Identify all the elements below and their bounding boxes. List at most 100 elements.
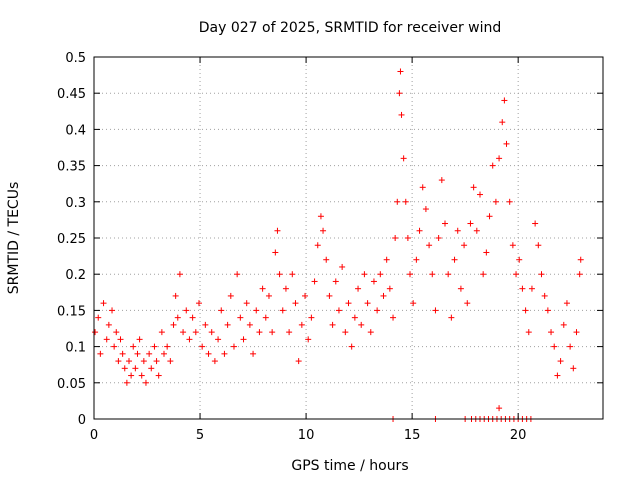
- data-point: [448, 314, 455, 321]
- data-point: [121, 365, 128, 372]
- x-tick-label: 20: [510, 428, 527, 443]
- data-point: [345, 300, 352, 307]
- x-tick-label: 0: [90, 428, 98, 443]
- data-point: [265, 292, 272, 299]
- data-point: [234, 271, 241, 278]
- data-point: [279, 307, 286, 314]
- data-point: [576, 271, 583, 278]
- data-point: [195, 300, 202, 307]
- data-point: [551, 343, 558, 350]
- x-tick-label: 5: [196, 428, 204, 443]
- data-point: [348, 343, 355, 350]
- data-point: [192, 329, 199, 336]
- data-point: [237, 314, 244, 321]
- data-point: [259, 285, 266, 292]
- data-point: [422, 206, 429, 213]
- data-point: [386, 285, 393, 292]
- data-point: [470, 184, 477, 191]
- data-point: [541, 292, 548, 299]
- data-point: [320, 227, 327, 234]
- data-point: [105, 321, 112, 328]
- data-point: [419, 184, 426, 191]
- data-point: [435, 235, 442, 241]
- data-point: [176, 271, 183, 278]
- data-point: [438, 177, 445, 184]
- y-tick-label: 0.4: [65, 123, 86, 138]
- data-point: [153, 358, 160, 365]
- data-point: [538, 271, 545, 278]
- data-point: [208, 329, 215, 336]
- data-point: [295, 358, 302, 365]
- data-point: [227, 292, 234, 299]
- data-point: [506, 198, 513, 205]
- data-point: [180, 329, 187, 336]
- y-tick-label: 0.15: [57, 304, 86, 319]
- data-point: [148, 365, 155, 372]
- data-point: [111, 343, 118, 350]
- data-point: [170, 321, 177, 328]
- data-point: [117, 336, 124, 343]
- y-tick-label: 0.35: [57, 160, 86, 175]
- data-point: [183, 307, 190, 314]
- data-point: [134, 350, 141, 357]
- y-tick-label: 0.3: [65, 196, 86, 211]
- data-point: [570, 365, 577, 372]
- data-point: [128, 372, 135, 379]
- data-point: [218, 307, 225, 314]
- data-point: [355, 285, 362, 292]
- data-point: [501, 97, 508, 104]
- grid: [94, 57, 603, 419]
- data-point: [272, 249, 279, 256]
- data-point: [394, 198, 401, 205]
- data-point: [377, 271, 384, 278]
- data-point: [358, 321, 365, 328]
- data-point: [167, 358, 174, 365]
- data-point: [429, 271, 436, 278]
- x-tick-label: 10: [298, 428, 315, 443]
- data-point: [374, 307, 381, 314]
- data-point: [342, 329, 349, 336]
- data-point: [467, 220, 474, 227]
- data-point: [496, 405, 503, 412]
- data-point: [97, 350, 104, 357]
- data-point: [286, 329, 293, 336]
- y-tick-label: 0.1: [65, 341, 86, 356]
- data-point: [400, 155, 407, 162]
- data-point: [160, 350, 167, 357]
- data-point: [256, 329, 263, 336]
- data-point: [115, 358, 122, 365]
- data-point: [240, 336, 247, 343]
- data-point: [215, 336, 222, 343]
- data-point: [398, 111, 405, 118]
- data-point: [311, 278, 318, 285]
- data-point: [262, 314, 269, 321]
- chart-title: Day 027 of 2025, SRMTID for receiver win…: [199, 20, 502, 36]
- data-point: [302, 292, 309, 299]
- y-tick-label: 0.25: [57, 232, 86, 247]
- y-tick-label: 0.05: [57, 377, 86, 392]
- data-point: [339, 263, 346, 270]
- data-point: [140, 358, 147, 365]
- data-point: [317, 213, 324, 220]
- data-point: [125, 358, 132, 365]
- data-point: [509, 242, 516, 249]
- data-point: [92, 329, 99, 336]
- data-point: [158, 329, 165, 336]
- data-point: [130, 343, 137, 350]
- data-point: [461, 242, 468, 249]
- data-point: [560, 321, 567, 328]
- data-point: [413, 256, 420, 263]
- data-point: [383, 256, 390, 263]
- data-point: [314, 242, 321, 249]
- data-point: [473, 227, 480, 234]
- data-point: [123, 379, 130, 386]
- data-point: [483, 249, 490, 256]
- data-point: [132, 365, 139, 372]
- data-point: [246, 321, 253, 328]
- data-point: [289, 271, 296, 278]
- data-point: [492, 198, 499, 205]
- ticks: 0 5 10 15 20 0 0.05 0.1 0.15 0.2 0.25 0.3 0.35 0.4 0.4…: [57, 51, 603, 443]
- data-point: [189, 314, 196, 321]
- data-point: [380, 292, 387, 299]
